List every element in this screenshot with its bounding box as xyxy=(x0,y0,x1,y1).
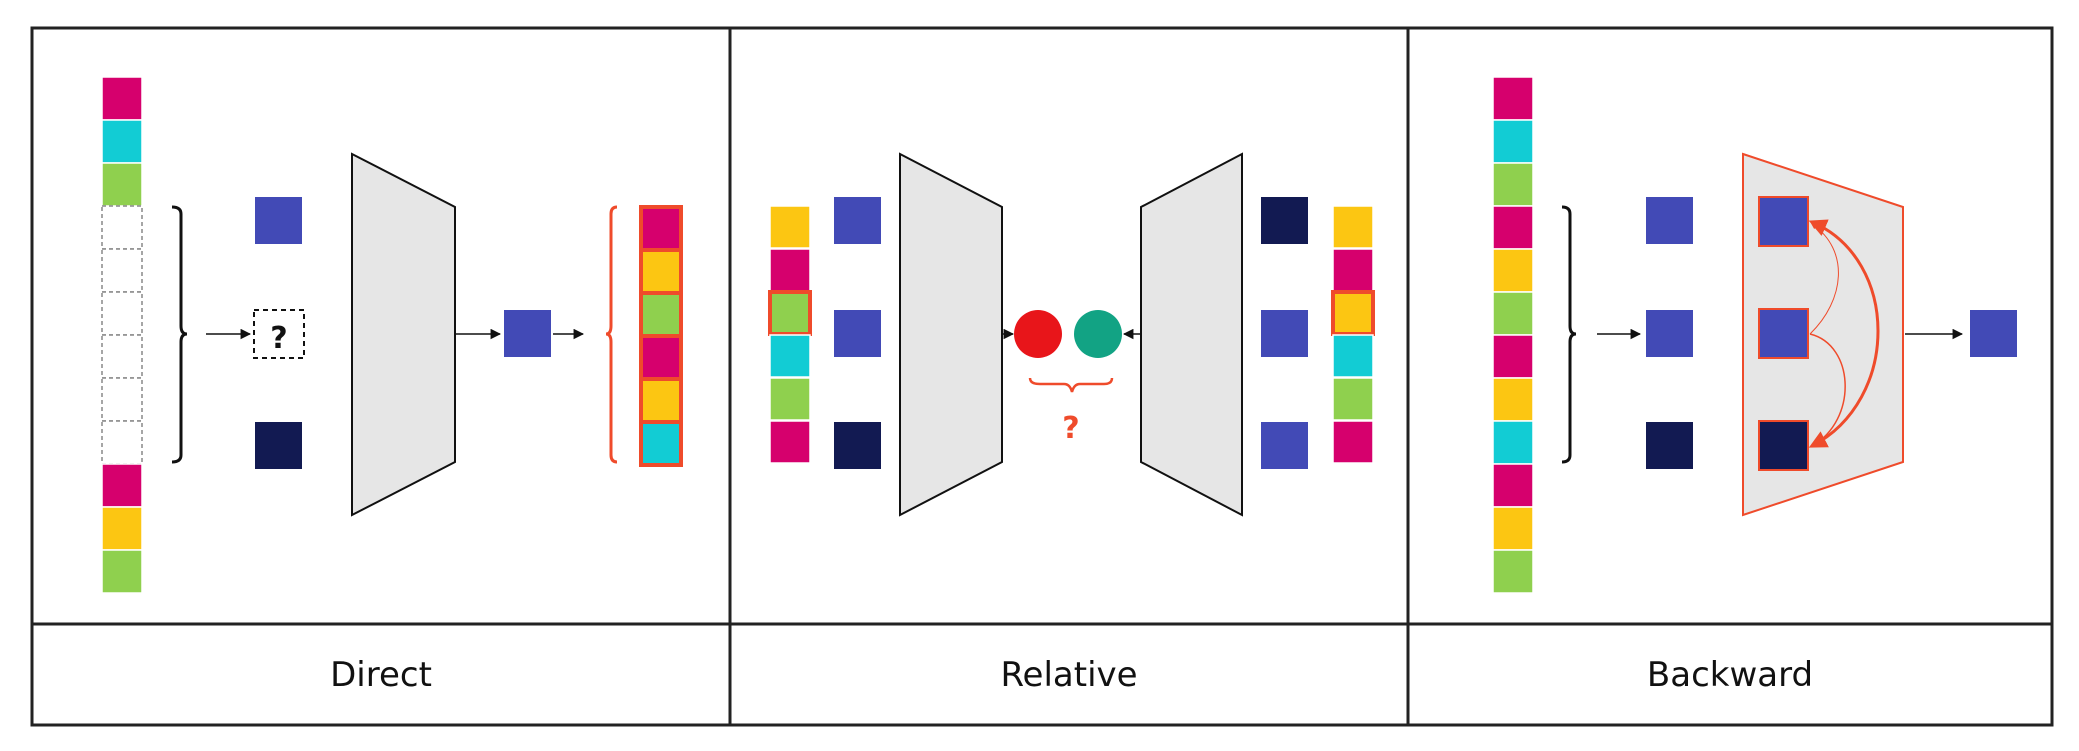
backward-input-token-green xyxy=(1492,162,1534,207)
direct-mask-brace xyxy=(171,205,188,464)
direct-unknown-symbol: ? xyxy=(270,321,287,356)
direct-input-token-masked xyxy=(101,205,143,250)
direct-unknown-token xyxy=(253,309,305,359)
direct-input-token-stack xyxy=(101,76,143,594)
backward-encoder-token-1 xyxy=(1758,196,1809,247)
direct-prediction-token-cyan xyxy=(639,420,683,467)
direct-input-token-masked xyxy=(101,334,143,379)
direct-input-token-masked xyxy=(101,420,143,465)
direct-input-token-yellow xyxy=(101,506,143,551)
direct-prediction-token-magenta xyxy=(639,205,683,252)
relative-comparison-brace xyxy=(1028,377,1114,393)
direct-predicted-token-stack xyxy=(639,205,683,467)
backward-encoder-token-3 xyxy=(1758,420,1809,471)
relative-right-token-yellow xyxy=(1331,290,1375,336)
backward-attention-arrow-thick xyxy=(1808,219,1880,448)
backward-query-blue-1 xyxy=(1646,197,1693,244)
direct-input-token-cyan xyxy=(101,119,143,164)
relative-right-token-yellow xyxy=(1332,205,1374,249)
backward-output-token xyxy=(1970,310,2017,357)
relative-left-query-navy xyxy=(834,422,881,469)
backward-input-token-green xyxy=(1492,291,1534,336)
direct-prediction-brace xyxy=(605,205,618,464)
relative-right-encoder xyxy=(1140,152,1243,517)
direct-input-token-magenta xyxy=(101,463,143,508)
relative-right-token-cyan xyxy=(1332,334,1374,378)
relative-left-token-yellow xyxy=(769,205,811,249)
backward-input-token-yellow xyxy=(1492,377,1534,422)
backward-input-token-cyan xyxy=(1492,420,1534,465)
backward-input-token-yellow xyxy=(1492,248,1534,293)
direct-input-token-green xyxy=(101,549,143,594)
relative-left-query-blue-1 xyxy=(834,197,881,244)
relative-right-token-green xyxy=(1332,377,1374,421)
backward-input-token-magenta xyxy=(1492,76,1534,121)
relative-left-encoder xyxy=(899,152,1003,517)
backward-query-blue-2 xyxy=(1646,310,1693,357)
direct-input-token-masked xyxy=(101,291,143,336)
backward-encoder-token-2 xyxy=(1758,308,1809,359)
backward-label: Backward xyxy=(1646,655,1814,695)
direct-prediction-token-green xyxy=(639,291,683,338)
relative-right-token-magenta xyxy=(1332,420,1374,464)
relative-label: Relative xyxy=(1000,655,1138,695)
relative-left-token-cyan xyxy=(769,334,811,378)
backward-context-brace xyxy=(1561,205,1577,464)
backward-input-token-magenta xyxy=(1492,463,1534,508)
direct-query-token-blue xyxy=(255,197,302,244)
relative-right-embedding xyxy=(1074,310,1122,358)
direct-input-token-masked xyxy=(101,377,143,422)
relative-left-embedding xyxy=(1014,310,1062,358)
direct-prediction-token-yellow xyxy=(639,377,683,424)
backward-input-token-yellow xyxy=(1492,506,1534,551)
backward-input-token-magenta xyxy=(1492,334,1534,379)
backward-input-token-magenta xyxy=(1492,205,1534,250)
direct-label: Direct xyxy=(330,655,432,695)
direct-output-token xyxy=(504,310,551,357)
relative-right-query-blue-2 xyxy=(1261,422,1308,469)
direct-prediction-token-yellow xyxy=(639,248,683,295)
direct-input-token-magenta xyxy=(101,76,143,121)
relative-left-token-magenta xyxy=(769,420,811,464)
direct-input-token-green xyxy=(101,162,143,207)
backward-input-token-cyan xyxy=(1492,119,1534,164)
panel-frames xyxy=(30,26,2054,727)
direct-encoder xyxy=(351,152,456,517)
relative-left-token-green xyxy=(768,290,812,336)
direct-prediction-token-magenta xyxy=(639,334,683,381)
relative-left-token-magenta xyxy=(769,248,811,292)
direct-input-token-masked xyxy=(101,248,143,293)
backward-input-token-stack xyxy=(1492,76,1534,594)
backward-label-frame xyxy=(1406,622,2054,727)
backward-query-navy xyxy=(1646,422,1693,469)
relative-left-token-green xyxy=(769,377,811,421)
relative-comparison-symbol: ? xyxy=(1062,411,1079,446)
relative-right-query-navy xyxy=(1261,197,1308,244)
relative-right-token-magenta xyxy=(1332,248,1374,292)
direct-query-token-navy xyxy=(255,422,302,469)
relative-right-token-stack xyxy=(1331,205,1375,464)
backward-input-token-green xyxy=(1492,549,1534,594)
relative-left-token-stack xyxy=(768,205,812,464)
relative-left-query-blue-2 xyxy=(834,310,881,357)
relative-right-query-blue-1 xyxy=(1261,310,1308,357)
